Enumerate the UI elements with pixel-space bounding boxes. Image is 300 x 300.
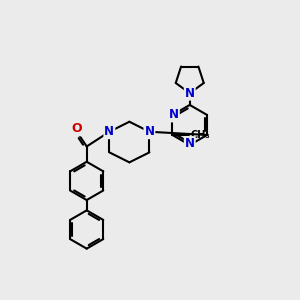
Text: N: N [185, 87, 195, 100]
Text: N: N [169, 109, 179, 122]
Text: N: N [144, 125, 154, 138]
Text: O: O [72, 122, 82, 135]
Text: N: N [185, 137, 195, 150]
Text: N: N [104, 125, 114, 138]
Text: CH₃: CH₃ [190, 130, 210, 140]
